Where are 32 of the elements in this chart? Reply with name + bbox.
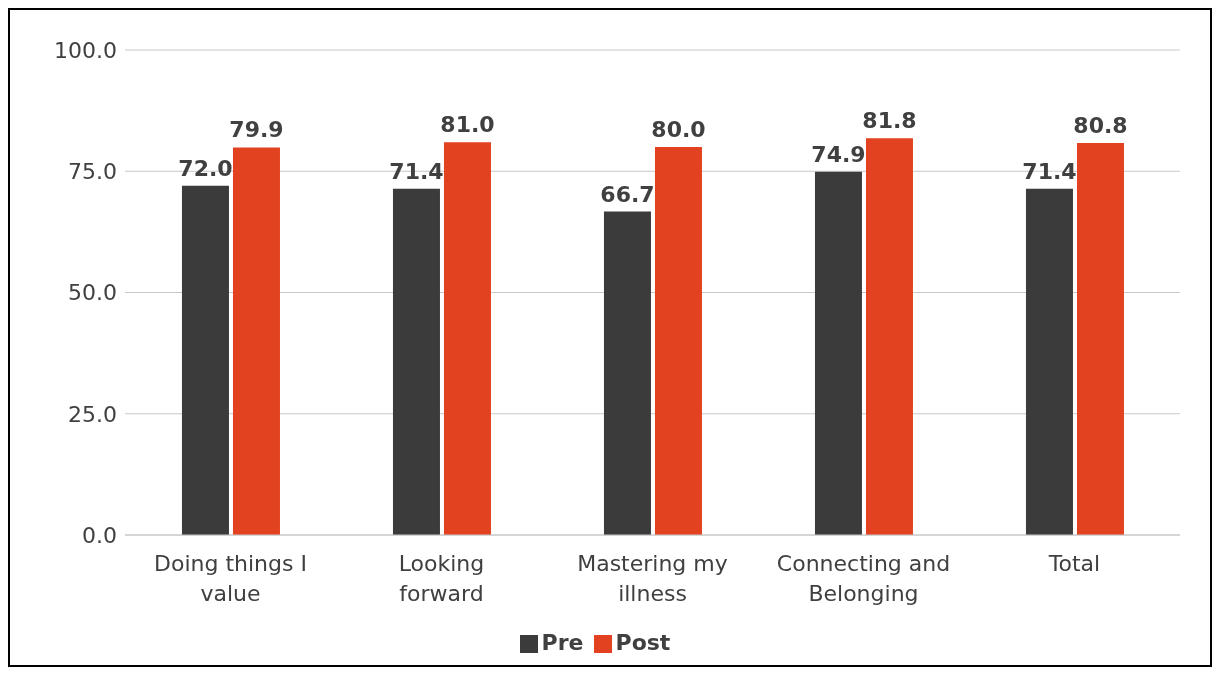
bar — [392, 188, 440, 535]
y-tick-label: 50.0 — [68, 280, 117, 306]
data-label: 71.4 — [389, 158, 444, 184]
data-label: 74.9 — [811, 141, 866, 167]
data-label: 66.7 — [600, 181, 655, 207]
x-tick-label: Total — [1047, 551, 1101, 576]
bar — [181, 185, 229, 535]
bar — [1025, 188, 1073, 535]
bar — [443, 142, 491, 535]
legend-label: Post — [615, 630, 671, 655]
y-tick-label: 75.0 — [68, 159, 117, 185]
data-label: 72.0 — [178, 155, 233, 181]
bar — [603, 211, 651, 535]
bar — [814, 171, 862, 535]
y-tick-label: 0.0 — [82, 522, 117, 548]
bar — [865, 138, 913, 535]
legend-label: Pre — [541, 630, 584, 655]
y-tick-label: 100.0 — [54, 37, 117, 63]
y-tick-label: 25.0 — [68, 401, 117, 427]
data-label: 80.8 — [1073, 113, 1128, 139]
x-tick-label: Mastering my illness — [577, 551, 728, 606]
data-label: 80.0 — [651, 117, 706, 142]
data-label: 71.4 — [1022, 158, 1077, 184]
data-label: 79.9 — [229, 117, 284, 143]
x-tick-label: Doing things I value — [154, 551, 307, 606]
x-tick-label: Looking forward — [398, 551, 485, 606]
bar — [232, 147, 280, 535]
data-label: 81.8 — [862, 108, 917, 134]
x-tick-label: Connecting and Belonging — [776, 551, 951, 606]
data-label: 81.0 — [440, 112, 495, 138]
bar — [1076, 143, 1124, 535]
bar — [654, 147, 702, 535]
